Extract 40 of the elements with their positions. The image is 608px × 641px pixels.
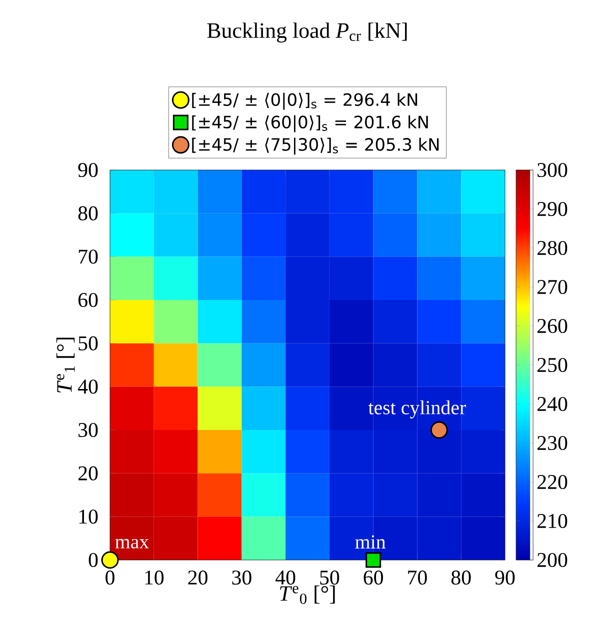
color-bar-label: 210 (537, 514, 568, 528)
annotation: max (115, 538, 149, 548)
x-tick-label: 0 (106, 570, 114, 585)
color-bar-label: 200 (537, 552, 568, 568)
x-tick-label: 20 (188, 570, 208, 585)
legend-label: [±45/ ± ⟨60|0⟩]$_{s}$ = 201.6 kN (192, 115, 428, 132)
y-tick-label: 40 (78, 380, 98, 394)
y-tick-label: 20 (78, 466, 98, 480)
annotation: min (355, 535, 386, 548)
chart-title: Buckling load P$_{cr}$ [kN] (207, 22, 407, 43)
x-tick-label: 10 (145, 570, 164, 585)
y-tick-label: 30 (78, 422, 98, 438)
color-bar-label: 220 (537, 474, 568, 490)
y-tick-label: 70 (78, 250, 98, 264)
color-bar-label: 300 (538, 162, 568, 178)
annotation: test cylinder (368, 400, 466, 418)
x-tick-label: 70 (408, 570, 427, 585)
color-bar-label: 280 (537, 240, 568, 256)
y-tick-label: 0 (88, 552, 98, 568)
x-tick-label: 60 (364, 570, 383, 585)
x-tick-label: 90 (495, 570, 515, 585)
y-tick-label: 50 (78, 336, 98, 350)
x-tick-label: 40 (276, 570, 296, 585)
x-tick-label: 30 (232, 570, 252, 585)
legend-label: [±45/ ± ⟨75|30⟩]$_{s}$ = 205.3 kN (192, 138, 439, 155)
y-tick-label: 60 (78, 292, 98, 308)
color-bar-label: 270 (537, 280, 568, 294)
legend-label: [±45/ ± ⟨0|0⟩]$_{s}$ = 296.4 kN (192, 92, 418, 110)
x-tick-label: 50 (320, 570, 340, 585)
x-axis-title: T$^{e}$$_{0}$ [°] (280, 585, 335, 604)
color-bar-label: 250 (537, 358, 568, 372)
y-tick-label: 80 (78, 206, 98, 220)
color-bar-label: 230 (537, 436, 568, 450)
color-bar-label: 290 (537, 202, 568, 216)
y-axis-title: T$^{e}$$_{1}$ [°] (56, 338, 75, 392)
color-bar-label: 260 (537, 318, 568, 334)
y-tick-label: 90 (78, 162, 98, 178)
color-bar-label: 240 (537, 396, 568, 412)
x-tick-label: 80 (451, 570, 471, 585)
y-tick-label: 10 (79, 510, 98, 524)
